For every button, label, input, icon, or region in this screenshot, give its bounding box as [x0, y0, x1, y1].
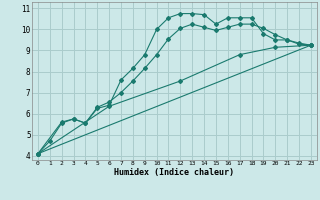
X-axis label: Humidex (Indice chaleur): Humidex (Indice chaleur): [115, 168, 234, 177]
